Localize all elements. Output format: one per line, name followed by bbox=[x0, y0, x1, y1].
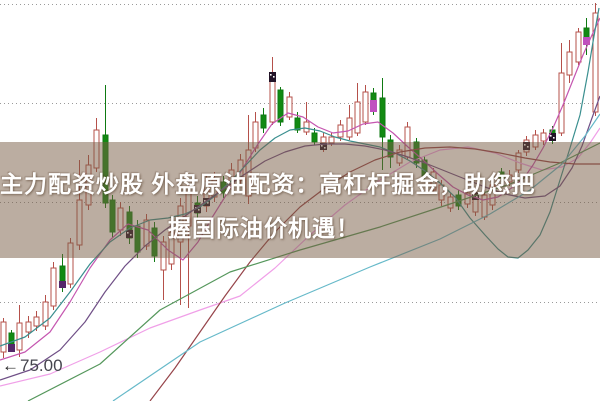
marker-dot bbox=[273, 76, 275, 78]
candle-down bbox=[260, 114, 267, 129]
candle-down bbox=[583, 27, 590, 39]
left-arrow-icon: ← bbox=[2, 356, 19, 375]
price-marker-label: ←75.00 bbox=[2, 356, 63, 376]
marker-dot bbox=[553, 137, 555, 139]
candle-down bbox=[8, 332, 15, 346]
candle-up bbox=[540, 132, 547, 142]
candle-up bbox=[286, 96, 293, 118]
headline-overlay-band: 主力配资炒股 外盘原油配资：高杠杆掘金，助您把 握国际油价机遇！ bbox=[0, 142, 600, 258]
candle-up bbox=[50, 267, 57, 307]
candle-up bbox=[33, 316, 40, 327]
price-marker-value: 75.00 bbox=[20, 356, 63, 375]
candle-down bbox=[277, 89, 284, 123]
candle-up bbox=[25, 321, 32, 333]
candle-up bbox=[346, 117, 353, 138]
candle-up bbox=[575, 31, 582, 63]
candle-down bbox=[59, 265, 66, 282]
marker-dot bbox=[270, 74, 272, 76]
candle-up bbox=[354, 101, 361, 134]
candle-up bbox=[269, 77, 276, 123]
candle-up bbox=[42, 301, 49, 327]
candle-marker-dk bbox=[549, 133, 556, 141]
headline-line-2: 握国际油价机遇！ bbox=[168, 215, 360, 241]
candle-down bbox=[294, 117, 301, 131]
headline-line-1: 主力配资炒股 外盘原油配资：高杠杆掘金，助您把 bbox=[0, 171, 536, 197]
candle-up bbox=[0, 321, 7, 353]
candle-up bbox=[362, 91, 369, 123]
candle-marker-pu bbox=[8, 344, 15, 352]
candle-marker-mg bbox=[583, 37, 590, 45]
marker-dot bbox=[550, 135, 552, 137]
candle-up bbox=[566, 51, 573, 76]
candle-down bbox=[379, 97, 386, 138]
candle-marker-dk bbox=[269, 72, 276, 82]
candle-up bbox=[16, 322, 23, 351]
candle-marker-pu bbox=[59, 281, 66, 288]
candle-marker-mg bbox=[370, 100, 377, 112]
candle-down bbox=[311, 132, 318, 143]
candle-up bbox=[303, 121, 310, 133]
headline-text: 主力配资炒股 外盘原油配资：高杠杆掘金，助您把 握国际油价机遇！ bbox=[0, 162, 536, 250]
candle-up bbox=[337, 124, 344, 138]
candle-up bbox=[592, 12, 599, 113]
